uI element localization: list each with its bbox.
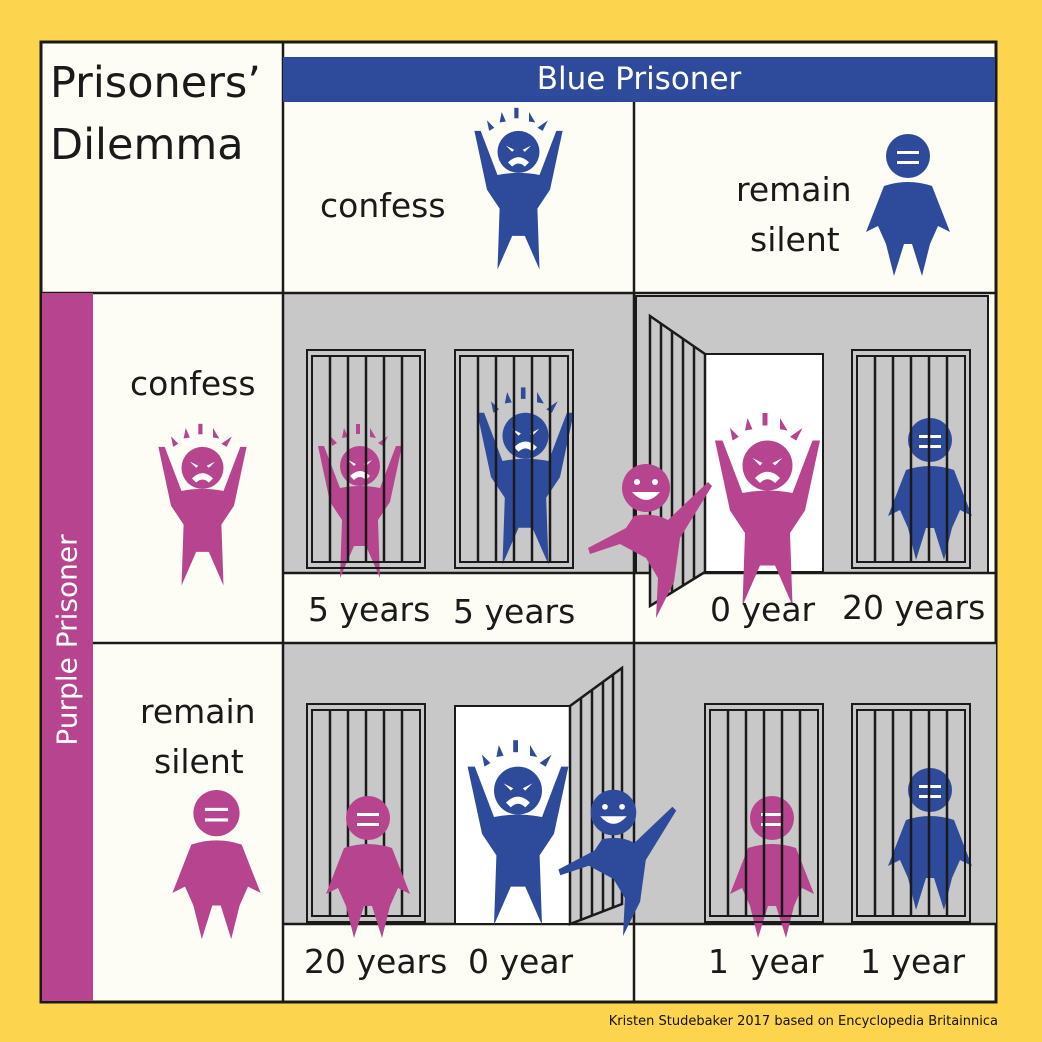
credit-line: Kristen Studebaker 2017 based on Encyclo… — [608, 1014, 998, 1029]
blue-prisoner-header: Blue Prisoner — [283, 57, 995, 102]
outcome-cc-purple: 5 years — [308, 590, 431, 629]
outcome-ss-blue: 1 year — [860, 942, 966, 981]
column-label-silent-1: remain — [736, 170, 852, 209]
cell-confess-confess — [283, 293, 634, 573]
outcome-cs-purple: 0 year — [710, 590, 816, 629]
outcome-ss-purple: 1 year — [708, 942, 824, 981]
row-label-silent-1: remain — [140, 692, 256, 731]
title-line-2: Dilemma — [50, 120, 244, 170]
row-label-confess: confess — [130, 364, 256, 403]
column-label-confess: confess — [320, 186, 446, 225]
title-line-1: Prisoners’ — [50, 58, 261, 108]
outcome-sc-purple: 20 years — [304, 942, 448, 981]
outcome-cc-blue: 5 years — [453, 592, 576, 631]
purple-prisoner-banner — [42, 293, 93, 1001]
column-label-silent-2: silent — [750, 220, 840, 259]
outcome-cs-blue: 20 years — [842, 588, 986, 627]
row-label-silent-2: silent — [154, 742, 244, 781]
purple-prisoner-header: Purple Prisoner — [50, 534, 84, 746]
outcome-sc-blue: 0 year — [468, 942, 574, 981]
